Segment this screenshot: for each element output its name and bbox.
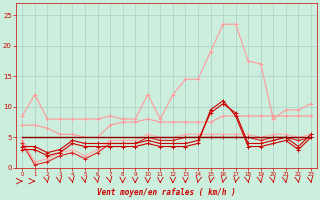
X-axis label: Vent moyen/en rafales ( km/h ): Vent moyen/en rafales ( km/h ) [97, 188, 236, 197]
